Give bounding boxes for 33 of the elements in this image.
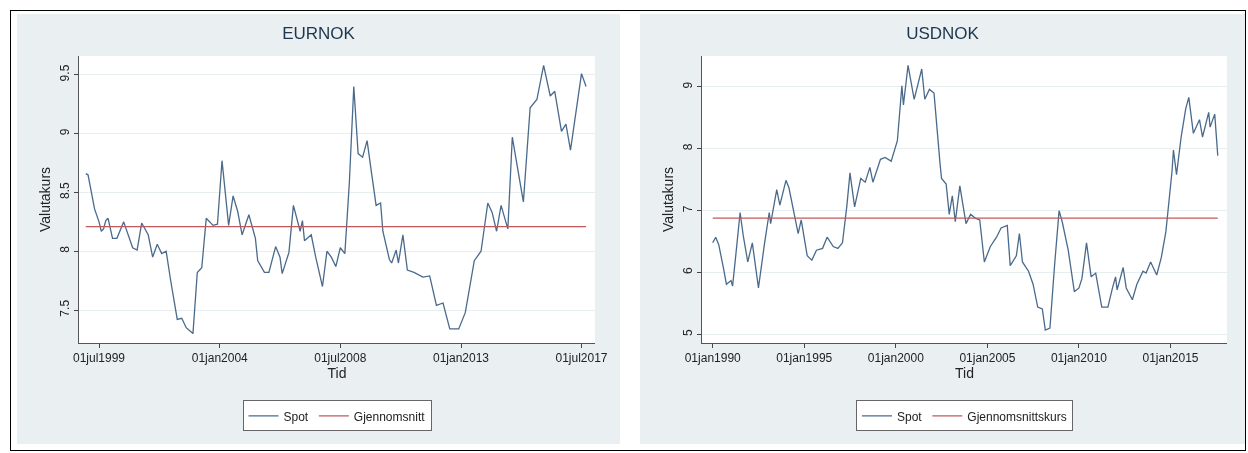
x-tick-label: 01jan2000 [867,351,925,366]
x-tick-label: 01jul2008 [314,351,367,366]
y-tick-label: 8 [681,143,696,151]
y-axis-title: Valutakurs [659,166,676,233]
x-tick-label: 01jan1995 [776,351,833,366]
x-axis-title: Tid [955,365,974,382]
y-tick-label: 7 [681,205,696,213]
legend-label: Spot [283,409,309,424]
legend-label: Gjennomsnitt [353,409,426,424]
x-tick-label: 01jan2013 [432,351,490,366]
x-tick-label: 01jan2010 [1050,351,1108,366]
chart-title: USDNOK [906,23,980,43]
x-tick-label: 01jan1990 [684,351,742,366]
y-tick-label: 9 [681,81,696,89]
legend-label: Gjennomsnittskurs [967,409,1067,424]
line-series [712,64,1219,331]
y-tick-label: 5 [681,328,696,336]
x-tick-label: 01jan2015 [1142,351,1199,366]
y-axis-title: Valutakurs [36,166,53,233]
y-tick-label: 7.5 [58,299,73,317]
x-tick-label: 01jul2017 [555,351,608,366]
line-series [85,64,587,335]
chart-title: EURNOK [282,23,356,43]
y-tick-label: 8.5 [58,181,73,199]
legend-label: Spot [897,409,923,424]
x-tick-label: 01jan2004 [191,351,249,366]
x-tick-label: 01jul1999 [73,351,126,366]
x-axis-title: Tid [327,365,347,382]
x-tick-label: 01jan2005 [959,351,1016,366]
y-tick-label: 9 [58,128,73,136]
y-tick-label: 6 [681,267,696,275]
y-tick-label: 8 [58,245,73,253]
y-tick-label: 9.5 [58,64,73,82]
